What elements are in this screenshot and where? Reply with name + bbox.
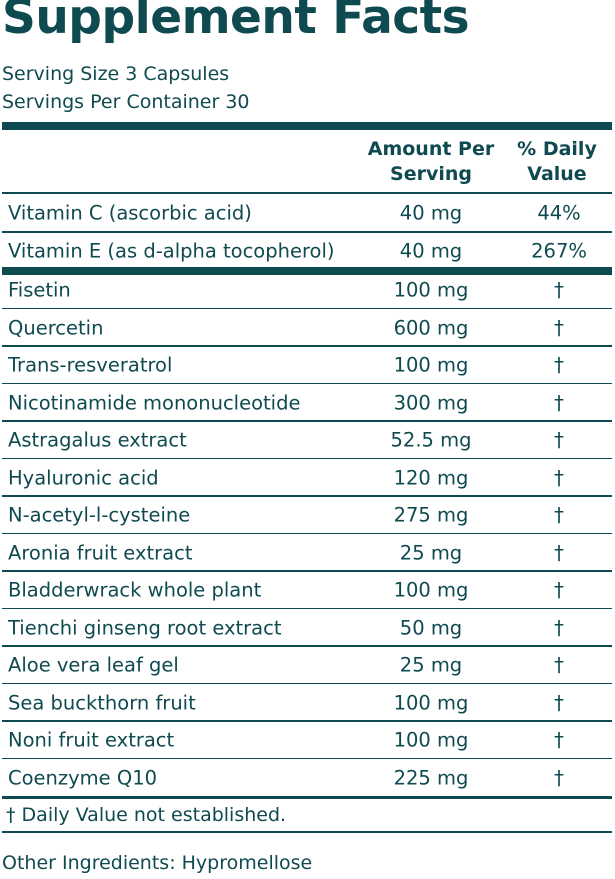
rule: [2, 382, 612, 385]
rule: [2, 831, 612, 833]
rule: [2, 720, 612, 722]
ingredient-name: Tienchi ginseng root extract: [8, 615, 282, 639]
ingredient-name: N-acetyl-l-cysteine: [8, 503, 191, 527]
rule: [2, 457, 612, 460]
daily-value: †: [554, 278, 564, 302]
amount: 100 mg: [393, 578, 469, 602]
serving-size: Serving Size 3 Capsules: [2, 63, 230, 85]
rule: [2, 420, 612, 422]
thick-rule: [2, 266, 612, 275]
amount: 120 mg: [393, 465, 469, 489]
rule: [2, 231, 612, 233]
daily-value: †: [554, 353, 564, 377]
daily-value: †: [554, 315, 564, 339]
rule: [2, 345, 612, 347]
ingredient-name: Noni fruit extract: [8, 728, 175, 752]
amount: 300 mg: [393, 390, 469, 414]
ingredient-name: Bladderwrack whole plant: [8, 578, 262, 602]
daily-value: †: [554, 540, 564, 564]
rule: [2, 495, 612, 497]
ingredient-name: Aronia fruit extract: [8, 540, 193, 564]
amount: 100 mg: [393, 728, 469, 752]
ingredient-name: Vitamin E (as d-alpha tocopherol): [8, 239, 335, 263]
rule: [2, 532, 612, 535]
amount: 25 mg: [399, 540, 463, 564]
ingredient-name: Coenzyme Q10: [8, 765, 158, 789]
amount: 100 mg: [393, 690, 469, 714]
rule: [2, 757, 612, 760]
servings-per-container: Servings Per Container 30: [2, 91, 250, 113]
rule: [2, 607, 612, 610]
amount: 100 mg: [393, 353, 469, 377]
rule: [2, 307, 612, 310]
amount: 40 mg: [399, 239, 463, 263]
daily-value: †: [554, 578, 564, 602]
daily-value: †: [554, 728, 564, 752]
rule: [2, 570, 612, 572]
column-header: % Daily Value: [517, 138, 597, 185]
daily-value: †: [554, 690, 564, 714]
amount: 275 mg: [393, 503, 469, 527]
rule: [2, 795, 612, 799]
amount: 225 mg: [393, 765, 469, 789]
ingredient-name: Vitamin C (ascorbic acid): [8, 201, 252, 225]
daily-value: †: [554, 615, 564, 639]
column-header: Amount Per Serving: [367, 138, 495, 185]
amount: 600 mg: [393, 315, 469, 339]
amount: 25 mg: [399, 653, 463, 677]
daily-value: †: [554, 428, 564, 452]
title: Supplement Facts: [2, 0, 470, 45]
amount: 50 mg: [399, 615, 463, 639]
daily-value: †: [554, 503, 564, 527]
amount: 40 mg: [399, 201, 463, 225]
amount: 100 mg: [393, 278, 469, 302]
thick-rule: [2, 122, 612, 130]
ingredient-name: Hyaluronic acid: [8, 465, 159, 489]
other-ingredients: Other Ingredients: Hypromellose: [2, 852, 313, 874]
rule: [2, 645, 612, 647]
ingredient-name: Aloe vera leaf gel: [8, 653, 179, 677]
daily-value: 267%: [531, 239, 587, 263]
amount: 52.5 mg: [390, 428, 472, 452]
daily-value: †: [554, 765, 564, 789]
ingredient-name: Trans-resveratrol: [8, 353, 173, 377]
ingredient-name: Nicotinamide mononucleotide: [8, 390, 301, 414]
daily-value: †: [554, 465, 564, 489]
ingredient-name: Sea buckthorn fruit: [8, 690, 196, 714]
footnote: † Daily Value not established.: [6, 804, 287, 826]
ingredient-name: Quercetin: [8, 315, 104, 339]
ingredient-name: Fisetin: [8, 278, 71, 302]
daily-value: †: [554, 390, 564, 414]
rule: [2, 682, 612, 685]
rule: [2, 192, 612, 194]
daily-value: 44%: [537, 201, 581, 225]
daily-value: †: [554, 653, 564, 677]
ingredient-name: Astragalus extract: [8, 428, 187, 452]
